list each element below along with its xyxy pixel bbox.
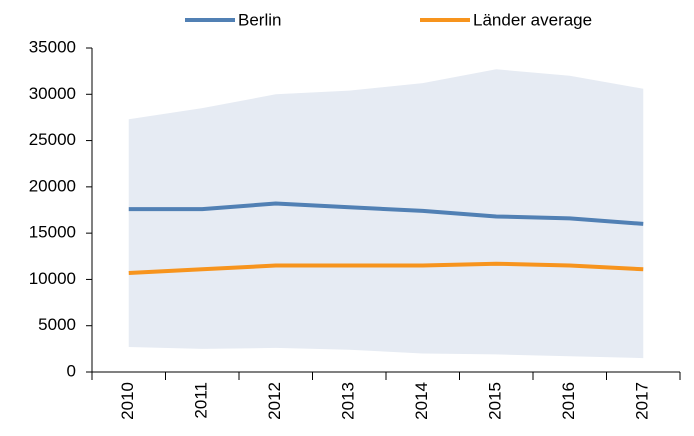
range-band xyxy=(128,69,644,359)
x-tick-label: 2013 xyxy=(339,382,358,420)
x-tick-label: 2014 xyxy=(412,382,431,420)
legend-label: Berlin xyxy=(238,10,281,29)
y-tick-label: 25000 xyxy=(29,130,76,149)
y-tick-label: 30000 xyxy=(29,84,76,103)
series-line xyxy=(128,261,644,275)
y-tick-label: 5000 xyxy=(38,315,76,334)
legend-label: Länder average xyxy=(473,10,592,29)
y-tick-label: 10000 xyxy=(29,269,76,288)
x-tick-label: 2012 xyxy=(265,382,284,420)
x-tick-label: 2015 xyxy=(486,382,505,420)
y-tick-label: 35000 xyxy=(29,37,76,56)
y-tick-label: 15000 xyxy=(29,223,76,242)
y-tick-label: 0 xyxy=(67,361,76,380)
y-tick-label: 20000 xyxy=(29,176,76,195)
x-tick-label: 2017 xyxy=(633,382,652,420)
x-tick-label: 2011 xyxy=(192,382,211,419)
series-line xyxy=(128,201,644,226)
x-tick-label: 2016 xyxy=(559,382,578,420)
x-tick-label: 2010 xyxy=(118,382,137,420)
